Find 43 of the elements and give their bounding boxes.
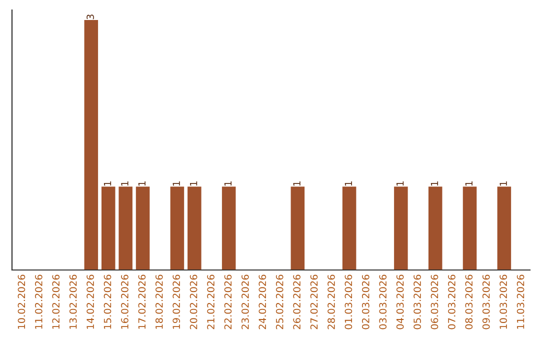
x-tick-label: 06.03.2026 [430,274,438,330]
data-label: 1 [121,181,128,186]
x-tick-label: 08.03.2026 [465,274,473,330]
x-tick-label: 28.02.2026 [328,274,335,330]
data-label: 1 [190,181,198,186]
data-label: 1 [138,181,146,186]
data-label: 1 [224,181,232,186]
x-tick-label: 26.02.2026 [293,274,300,330]
data-label: 1 [396,181,404,186]
x-tick-label: 24.02.2026 [258,274,266,330]
x-tick-label: 19.02.2026 [172,274,180,329]
x-tick-label: 13.02.2026 [69,274,77,329]
data-label: 1 [104,181,112,186]
data-label: 1 [344,181,352,186]
x-tick-label: 02.03.2026 [362,274,370,330]
x-tick-label: 12.02.2026 [52,274,60,329]
x-tick-label: 03.03.2026 [379,274,387,330]
x-tick-label: 17.02.2026 [138,274,146,329]
x-tick-label: 14.02.2026 [86,274,94,329]
data-label: 1 [500,181,507,186]
x-tick-label: 01.03.2026 [344,274,352,330]
data-label: 1 [172,181,180,186]
x-tick-label: 27.02.2026 [310,274,318,330]
data-label: 1 [465,181,472,186]
x-tick-label: 10.03.2026 [500,274,508,329]
x-tick-label: 10.02.2026 [18,274,26,329]
data-label: 3 [86,14,94,20]
x-tick-label: 15.02.2026 [104,274,112,329]
x-tick-label: 25.02.2026 [276,274,284,330]
data-label: 1 [293,181,300,186]
x-tick-label: 22.02.2026 [224,274,232,330]
x-tick-label: 21.02.2026 [207,274,214,330]
x-tick-label: 16.02.2026 [121,274,128,329]
x-tick-label: 11.02.2026 [35,274,42,329]
x-tick-label: 11.03.2026 [516,274,524,329]
x-tick-label: 23.02.2026 [242,274,249,330]
x-tick-label: 20.02.2026 [190,274,198,330]
x-tick-label: 07.03.2026 [448,274,456,330]
x-tick-label: 05.03.2026 [414,274,421,330]
data-label: 1 [430,181,438,186]
x-tick-label: 04.03.2026 [396,274,404,330]
x-tick-label: 09.03.2026 [482,274,490,330]
x-tick-label: 18.02.2026 [155,274,163,329]
